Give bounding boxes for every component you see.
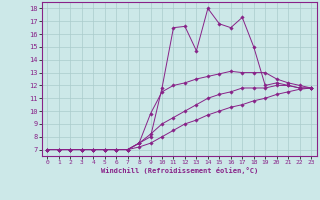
X-axis label: Windchill (Refroidissement éolien,°C): Windchill (Refroidissement éolien,°C): [100, 167, 258, 174]
